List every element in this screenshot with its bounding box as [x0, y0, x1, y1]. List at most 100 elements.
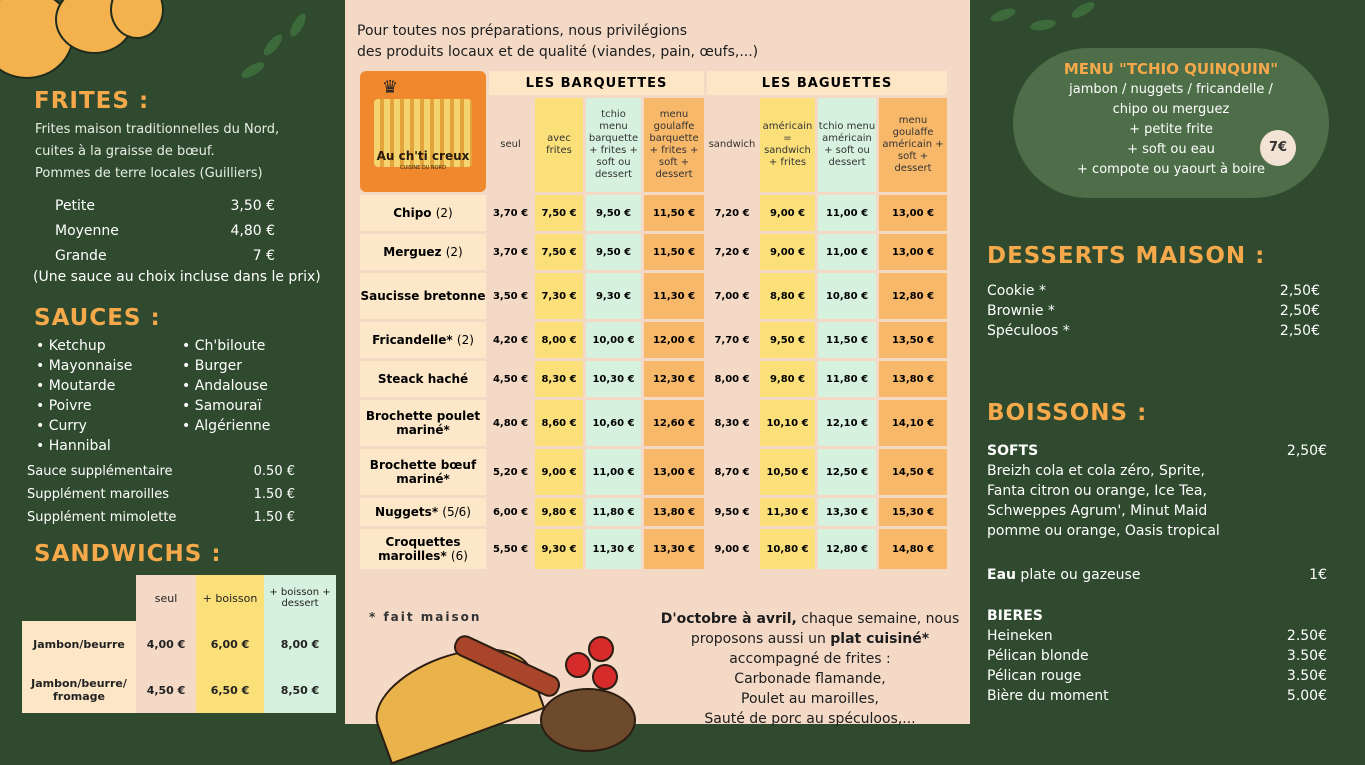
price-cell: 8,60 €	[535, 400, 583, 446]
tomato-icon	[592, 664, 618, 690]
table-row: Brochette poulet mariné* 4,80 €8,60 €10,…	[360, 400, 947, 446]
sandwich-header: seul	[136, 575, 196, 621]
price-cell: 4,50 €	[489, 361, 532, 397]
menu-tchio-text: MENU "TCHIO QUINQUIN" jambon / nuggets /…	[1023, 60, 1319, 180]
table-row: Merguez (2) 3,70 €7,50 €9,50 €11,50 €7,20…	[360, 234, 947, 270]
frites-sizes: Petite 3,50 € Moyenne 4,80 € Grande 7 €	[55, 194, 275, 269]
list-item: Cookie * 2,50€	[987, 283, 1320, 299]
table-row: Jambon/beurre/ fromage 4,50 € 6,50 € 8,5…	[22, 667, 336, 713]
price-cell: 11,00 €	[586, 449, 641, 495]
tomato-icon	[565, 652, 591, 678]
price-cell: 3,70 €	[489, 195, 532, 231]
list-item: Bière du moment 5.00€	[987, 688, 1327, 704]
list-item: Heineken 2.50€	[987, 628, 1327, 644]
tomato-icon	[588, 636, 614, 662]
table-row: Saucisse bretonne 3,50 €7,30 €9,30 €11,3…	[360, 273, 947, 319]
sandwich-header: + boisson	[196, 575, 264, 621]
dish-name: Merguez (2)	[360, 234, 486, 270]
sauce-item: Moutarde	[36, 376, 132, 396]
sandwich-name: Jambon/beurre/ fromage	[22, 667, 136, 713]
frites-title: FRITES :	[34, 88, 150, 114]
price-cell: 3,50 €	[489, 273, 532, 319]
sauce-extras: Sauce supplémentaire 0.50 € Supplément ma…	[27, 460, 295, 529]
frites-size-row: Petite 3,50 €	[55, 198, 275, 214]
leaf-decoration	[1029, 17, 1057, 33]
price-cell: 9,00 €	[760, 234, 815, 270]
price-cell: 9,00 €	[760, 195, 815, 231]
table-row: Steack haché 4,50 €8,30 €10,30 €12,30 €8…	[360, 361, 947, 397]
eau-row: Eau plate ou gazeuse 1€	[987, 567, 1327, 583]
price-cell: 13,50 €	[879, 322, 947, 358]
price-cell: 9,50 €	[586, 195, 641, 231]
dish-name: Steack haché	[360, 361, 486, 397]
boissons-title: BOISSONS :	[987, 400, 1148, 426]
price-cell: 15,30 €	[879, 498, 947, 526]
sandwich-name: Jambon/beurre	[22, 621, 136, 667]
table-row: Brochette bœuf mariné* 5,20 €9,00 €11,00…	[360, 449, 947, 495]
price-cell: 11,00 €	[818, 234, 876, 270]
extra-row: Sauce supplémentaire 0.50 €	[27, 464, 295, 479]
price-cell: 14,80 €	[879, 529, 947, 569]
dish-name: Saucisse bretonne	[360, 273, 486, 319]
list-item: Pélican blonde 3.50€	[987, 648, 1327, 664]
price-cell: 4,20 €	[489, 322, 532, 358]
menu-tchio-quinquin	[1013, 48, 1329, 198]
sauce-item: Andalouse	[182, 376, 270, 396]
list-item: Spéculoos * 2,50€	[987, 323, 1320, 339]
price-cell: 11,00 €	[818, 195, 876, 231]
sauce-item: Hannibal	[36, 436, 132, 456]
frites-description: Frites maison traditionnelles du Nord, c…	[35, 122, 280, 181]
price-cell: 3,70 €	[489, 234, 532, 270]
price-cell: 13,80 €	[644, 498, 704, 526]
price-cell: 8,50 €	[264, 667, 336, 713]
price-cell: 6,00 €	[489, 498, 532, 526]
price-cell: 8,80 €	[760, 273, 815, 319]
group-baguettes: LES BAGUETTES	[707, 71, 947, 96]
extra-row: Supplément maroilles 1.50 €	[27, 487, 295, 502]
frites-size-row: Grande 7 €	[55, 248, 275, 264]
price-cell: 7,30 €	[535, 273, 583, 319]
softs-price: 2,50€	[1286, 443, 1327, 459]
price-cell: 12,30 €	[644, 361, 704, 397]
price-cell: 9,80 €	[535, 498, 583, 526]
price-cell: 13,30 €	[644, 529, 704, 569]
column-header: menu goulaffe barquette + frites + soft …	[644, 98, 704, 192]
logo-cell: ♛ Au ch'ti creux CUISINE DU NORD	[360, 71, 486, 192]
column-header: avec frites	[535, 98, 583, 192]
dish-name: Nuggets* (5/6)	[360, 498, 486, 526]
price-cell: 13,00 €	[879, 234, 947, 270]
menu-price-badge: 7€	[1260, 130, 1296, 166]
sandwich-header: + boisson + dessert	[264, 575, 336, 621]
dish-name: Brochette poulet mariné*	[360, 400, 486, 446]
sauces-title: SAUCES :	[34, 305, 161, 331]
column-header: menu goulaffe américain + soft + dessert	[879, 98, 947, 192]
price-cell: 6,00 €	[196, 621, 264, 667]
price-cell: 11,50 €	[644, 195, 704, 231]
dish-name: Fricandelle* (2)	[360, 322, 486, 358]
desserts-list: Cookie * 2,50€ Brownie * 2,50€ Spéculoos *…	[987, 281, 1320, 341]
sauces-list-1: Ketchup Mayonnaise Moutarde Poivre Curry…	[36, 336, 133, 456]
leaf-decoration	[989, 5, 1017, 25]
sauce-item: Samouraï	[182, 396, 270, 416]
price-cell: 13,00 €	[879, 195, 947, 231]
dish-name: Chipo (2)	[360, 195, 486, 231]
crown-icon: ♛	[382, 77, 399, 98]
price-cell: 9,50 €	[707, 498, 757, 526]
price-cell: 11,80 €	[586, 498, 641, 526]
leaf-decoration	[1069, 0, 1097, 21]
price-cell: 5,20 €	[489, 449, 532, 495]
sauce-item: Poivre	[36, 396, 132, 416]
sauce-item: Ketchup	[36, 336, 132, 356]
price-cell: 11,30 €	[586, 529, 641, 569]
table-row: Croquettes maroilles* (6) 5,50 €9,30 €11,…	[360, 529, 947, 569]
price-cell: 4,00 €	[136, 621, 196, 667]
sandwichs-title: SANDWICHS :	[34, 541, 222, 567]
price-cell: 9,50 €	[760, 322, 815, 358]
dish-name: Brochette bœuf mariné*	[360, 449, 486, 495]
price-cell: 8,00 €	[707, 361, 757, 397]
fries-illustration	[374, 99, 472, 167]
column-header: américain = sandwich + frites	[760, 98, 815, 192]
table-row: Nuggets* (5/6) 6,00 €9,80 €11,80 €13,80 €…	[360, 498, 947, 526]
steak-illustration	[540, 688, 636, 752]
extra-row: Supplément mimolette 1.50 €	[27, 510, 295, 525]
